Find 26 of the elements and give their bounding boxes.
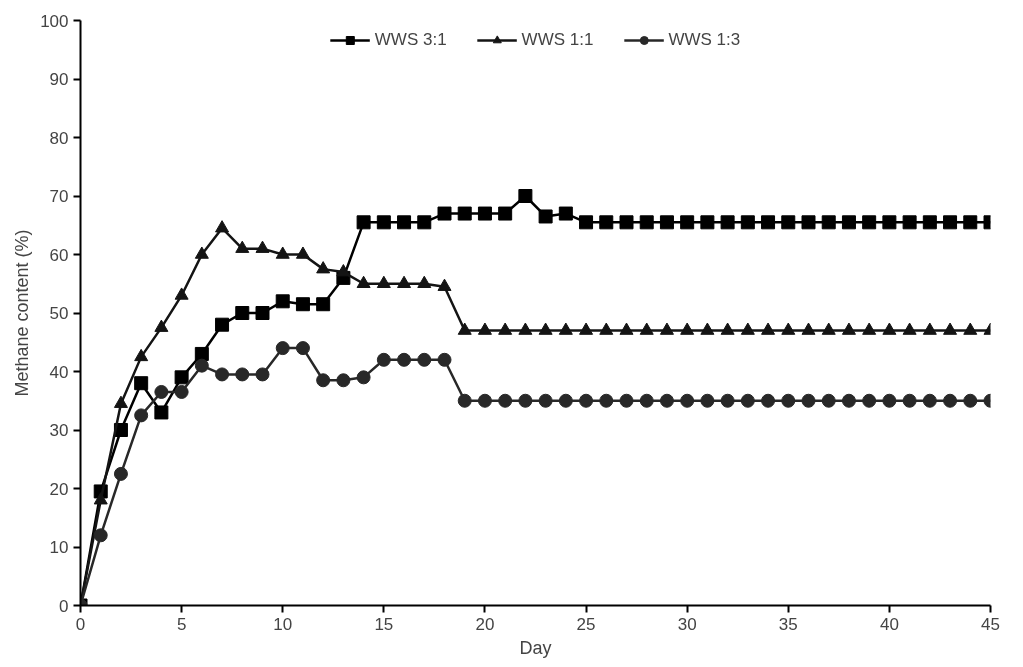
legend-label: WWS 1:1 (521, 30, 594, 50)
x-tick-label: 5 (176, 614, 187, 634)
x-tick-label: 35 (778, 614, 798, 634)
x-tick-label: 25 (576, 614, 596, 634)
y-tick-label: 20 (49, 479, 69, 499)
x-tick-label: 30 (677, 614, 697, 634)
y-tick-label: 60 (49, 245, 69, 265)
y-tick-label: 80 (49, 128, 69, 148)
y-tick-label: 50 (49, 304, 69, 323)
x-tick-label: 15 (374, 614, 394, 634)
x-tick-label: 45 (981, 614, 1000, 634)
y-tick-label: 10 (49, 538, 69, 557)
legend-label: WWS 3:1 (374, 30, 447, 50)
y-tick-label: 30 (49, 421, 69, 440)
x-tick-label: 20 (475, 614, 495, 634)
y-tick-label: 100 (40, 11, 69, 31)
y-axis-title: Methane content (%) (12, 229, 33, 397)
x-tick-label: 10 (273, 614, 293, 634)
y-tick-label: 0 (59, 596, 69, 616)
y-tick-label: 90 (49, 70, 69, 89)
y-tick-label: 70 (49, 187, 69, 206)
x-axis-title: Day (519, 637, 552, 658)
y-tick-label: 40 (49, 362, 69, 382)
x-tick-label: 0 (75, 614, 86, 634)
legend-label: WWS 1:3 (668, 30, 741, 50)
x-tick-label: 40 (879, 614, 899, 634)
